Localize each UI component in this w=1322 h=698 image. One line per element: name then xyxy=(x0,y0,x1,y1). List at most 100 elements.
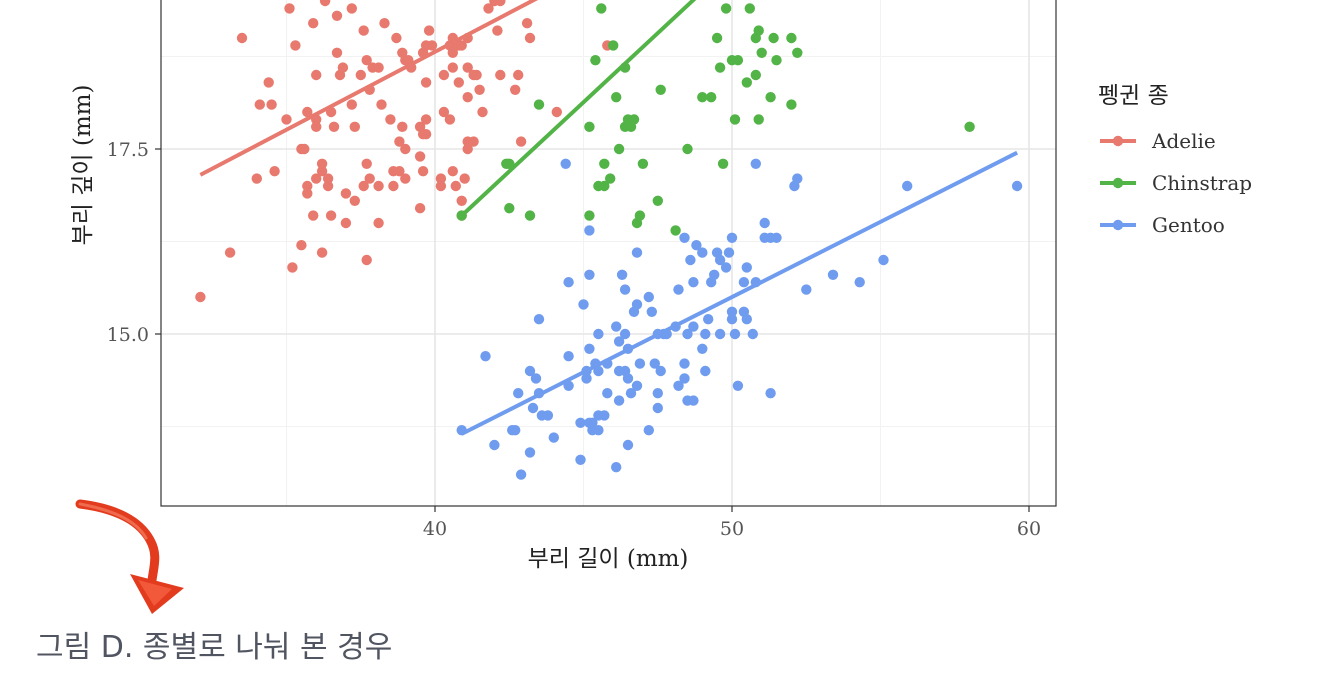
point-gentoo xyxy=(741,314,752,325)
legend-key-point xyxy=(1112,177,1124,189)
point-gentoo xyxy=(631,299,643,310)
point-gentoo xyxy=(584,269,595,280)
x-tick-label: 60 xyxy=(1017,518,1041,540)
point-adelie xyxy=(524,32,536,44)
point-gentoo xyxy=(599,410,610,421)
point-gentoo xyxy=(723,247,735,258)
point-gentoo xyxy=(527,402,539,414)
point-adelie xyxy=(447,47,458,58)
point-adelie xyxy=(361,158,372,169)
point-gentoo xyxy=(792,173,803,184)
chart-canvas: 40 50 60 15.0 17.5 부리 길이 (mm) 부리 깊이 (mm) 펭귄 … xyxy=(70,0,1252,572)
point-adelie xyxy=(400,143,411,155)
point-adelie xyxy=(376,99,387,110)
point-gentoo xyxy=(613,395,625,406)
point-gentoo xyxy=(700,328,711,340)
point-adelie xyxy=(364,84,375,96)
point-adelie xyxy=(308,210,319,221)
point-adelie xyxy=(224,247,236,258)
point-adelie xyxy=(438,69,450,81)
point-gentoo xyxy=(1011,180,1023,192)
point-gentoo xyxy=(619,284,631,295)
point-adelie xyxy=(462,32,473,44)
point-gentoo xyxy=(489,439,500,451)
point-gentoo xyxy=(513,388,524,399)
point-gentoo xyxy=(631,380,643,391)
point-chinstrap xyxy=(613,143,625,155)
point-gentoo xyxy=(691,240,702,251)
point-gentoo xyxy=(771,232,782,243)
point-gentoo xyxy=(510,425,521,436)
point-adelie xyxy=(385,114,396,125)
point-adelie xyxy=(337,62,349,73)
point-adelie xyxy=(420,77,432,88)
point-adelie xyxy=(349,195,360,206)
point-adelie xyxy=(420,114,432,125)
point-adelie xyxy=(521,18,533,29)
point-adelie xyxy=(438,106,450,118)
point-chinstrap xyxy=(611,92,622,103)
point-adelie xyxy=(331,10,343,21)
point-gentoo xyxy=(827,269,839,280)
point-gentoo xyxy=(524,447,536,458)
point-gentoo xyxy=(563,351,574,362)
point-gentoo xyxy=(697,343,708,354)
panel-border xyxy=(160,0,1057,507)
point-gentoo xyxy=(625,388,637,399)
point-gentoo xyxy=(729,328,741,340)
point-gentoo xyxy=(726,306,738,317)
point-adelie xyxy=(254,99,265,110)
point-gentoo xyxy=(587,417,598,428)
point-chinstrap xyxy=(608,40,619,51)
point-chinstrap xyxy=(753,114,764,125)
point-gentoo xyxy=(661,328,672,340)
legend: Adelie Chinstrap Gentoo xyxy=(1100,129,1252,237)
point-adelie xyxy=(510,84,521,96)
point-adelie xyxy=(251,173,262,184)
point-gentoo xyxy=(456,425,467,436)
point-adelie xyxy=(474,84,485,96)
point-gentoo xyxy=(581,365,592,377)
point-gentoo xyxy=(679,232,690,243)
legend-label-chinstrap: Chinstrap xyxy=(1152,171,1252,195)
point-chinstrap xyxy=(756,47,767,58)
point-chinstrap xyxy=(584,210,595,221)
point-gentoo xyxy=(530,373,542,384)
point-gentoo xyxy=(611,321,622,332)
point-gentoo xyxy=(854,277,865,288)
point-gentoo xyxy=(593,425,604,436)
point-adelie xyxy=(316,166,328,177)
point-gentoo xyxy=(726,314,738,325)
point-adelie xyxy=(364,173,375,184)
point-adelie xyxy=(423,25,435,36)
legend-key-point xyxy=(1112,219,1124,231)
point-chinstrap xyxy=(711,32,723,44)
point-adelie xyxy=(290,40,301,51)
point-gentoo xyxy=(602,358,613,369)
point-chinstrap xyxy=(456,210,467,221)
point-adelie xyxy=(311,114,322,125)
point-adelie xyxy=(316,247,328,258)
point-gentoo xyxy=(652,388,663,399)
point-gentoo xyxy=(700,365,711,377)
point-adelie xyxy=(373,217,384,229)
legend-label-adelie: Adelie xyxy=(1151,129,1216,153)
point-gentoo xyxy=(714,254,726,266)
point-adelie xyxy=(349,121,360,132)
point-adelie xyxy=(400,173,411,184)
point-chinstrap xyxy=(596,3,607,14)
point-gentoo xyxy=(747,328,758,340)
point-adelie xyxy=(483,3,494,14)
point-chinstrap xyxy=(720,3,732,14)
point-chinstrap xyxy=(634,210,646,221)
point-adelie xyxy=(447,166,458,177)
fit-line-gentoo xyxy=(460,150,1019,436)
y-axis-title: 부리 깊이 (mm) xyxy=(70,85,96,246)
y-tick-label: 15.0 xyxy=(107,324,149,346)
point-chinstrap xyxy=(533,99,545,110)
point-gentoo xyxy=(679,373,690,384)
point-adelie xyxy=(462,143,473,155)
point-chinstrap xyxy=(753,25,764,36)
point-gentoo xyxy=(622,439,634,451)
point-gentoo xyxy=(575,417,586,428)
